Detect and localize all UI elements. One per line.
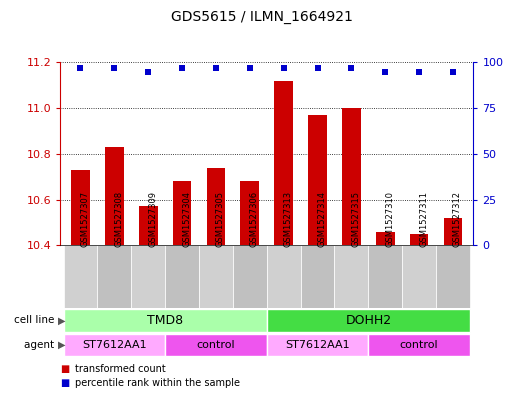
Text: transformed count: transformed count bbox=[75, 364, 166, 374]
Text: GSM1527305: GSM1527305 bbox=[216, 191, 225, 247]
Bar bbox=[267, 334, 368, 356]
Text: control: control bbox=[197, 340, 235, 350]
Text: GSM1527310: GSM1527310 bbox=[385, 191, 394, 247]
Text: GSM1527314: GSM1527314 bbox=[317, 191, 326, 247]
Bar bbox=[241, 181, 259, 245]
Text: percentile rank within the sample: percentile rank within the sample bbox=[75, 378, 240, 387]
Text: GSM1527309: GSM1527309 bbox=[148, 191, 157, 247]
Bar bbox=[63, 309, 267, 332]
Bar bbox=[233, 245, 267, 308]
Text: GSM1527315: GSM1527315 bbox=[351, 191, 360, 247]
Text: ST7612AA1: ST7612AA1 bbox=[285, 340, 350, 350]
Bar bbox=[436, 245, 470, 308]
Text: control: control bbox=[400, 340, 438, 350]
Text: TMD8: TMD8 bbox=[147, 314, 183, 327]
Bar bbox=[131, 245, 165, 308]
Bar bbox=[368, 334, 470, 356]
Bar bbox=[139, 206, 157, 245]
Text: GSM1527313: GSM1527313 bbox=[283, 191, 293, 247]
Bar bbox=[368, 245, 402, 308]
Text: ■: ■ bbox=[60, 364, 70, 374]
Bar bbox=[402, 245, 436, 308]
Bar bbox=[165, 245, 199, 308]
Bar bbox=[335, 245, 368, 308]
Bar bbox=[410, 234, 428, 245]
Bar bbox=[63, 334, 165, 356]
Bar bbox=[376, 231, 394, 245]
Bar bbox=[199, 245, 233, 308]
Text: cell line: cell line bbox=[14, 316, 58, 325]
Text: GSM1527308: GSM1527308 bbox=[115, 191, 123, 247]
Bar bbox=[71, 170, 90, 245]
Text: agent: agent bbox=[24, 340, 58, 350]
Bar bbox=[308, 115, 327, 245]
Text: GSM1527307: GSM1527307 bbox=[81, 191, 89, 247]
Bar bbox=[173, 181, 191, 245]
Bar bbox=[207, 167, 225, 245]
Bar bbox=[105, 147, 123, 245]
Text: GSM1527304: GSM1527304 bbox=[182, 191, 191, 247]
Text: DOHH2: DOHH2 bbox=[345, 314, 391, 327]
Text: ST7612AA1: ST7612AA1 bbox=[82, 340, 146, 350]
Text: ▶: ▶ bbox=[58, 316, 65, 325]
Bar bbox=[301, 245, 335, 308]
Bar bbox=[444, 218, 462, 245]
Text: ▶: ▶ bbox=[58, 340, 65, 350]
Bar bbox=[267, 245, 301, 308]
Bar bbox=[275, 81, 293, 245]
Bar bbox=[97, 245, 131, 308]
Text: GSM1527306: GSM1527306 bbox=[250, 191, 259, 247]
Text: GDS5615 / ILMN_1664921: GDS5615 / ILMN_1664921 bbox=[170, 10, 353, 24]
Bar bbox=[342, 108, 361, 245]
Bar bbox=[165, 334, 267, 356]
Text: GSM1527311: GSM1527311 bbox=[419, 191, 428, 247]
Bar bbox=[63, 245, 97, 308]
Bar bbox=[267, 309, 470, 332]
Text: GSM1527312: GSM1527312 bbox=[453, 191, 462, 247]
Text: ■: ■ bbox=[60, 378, 70, 387]
